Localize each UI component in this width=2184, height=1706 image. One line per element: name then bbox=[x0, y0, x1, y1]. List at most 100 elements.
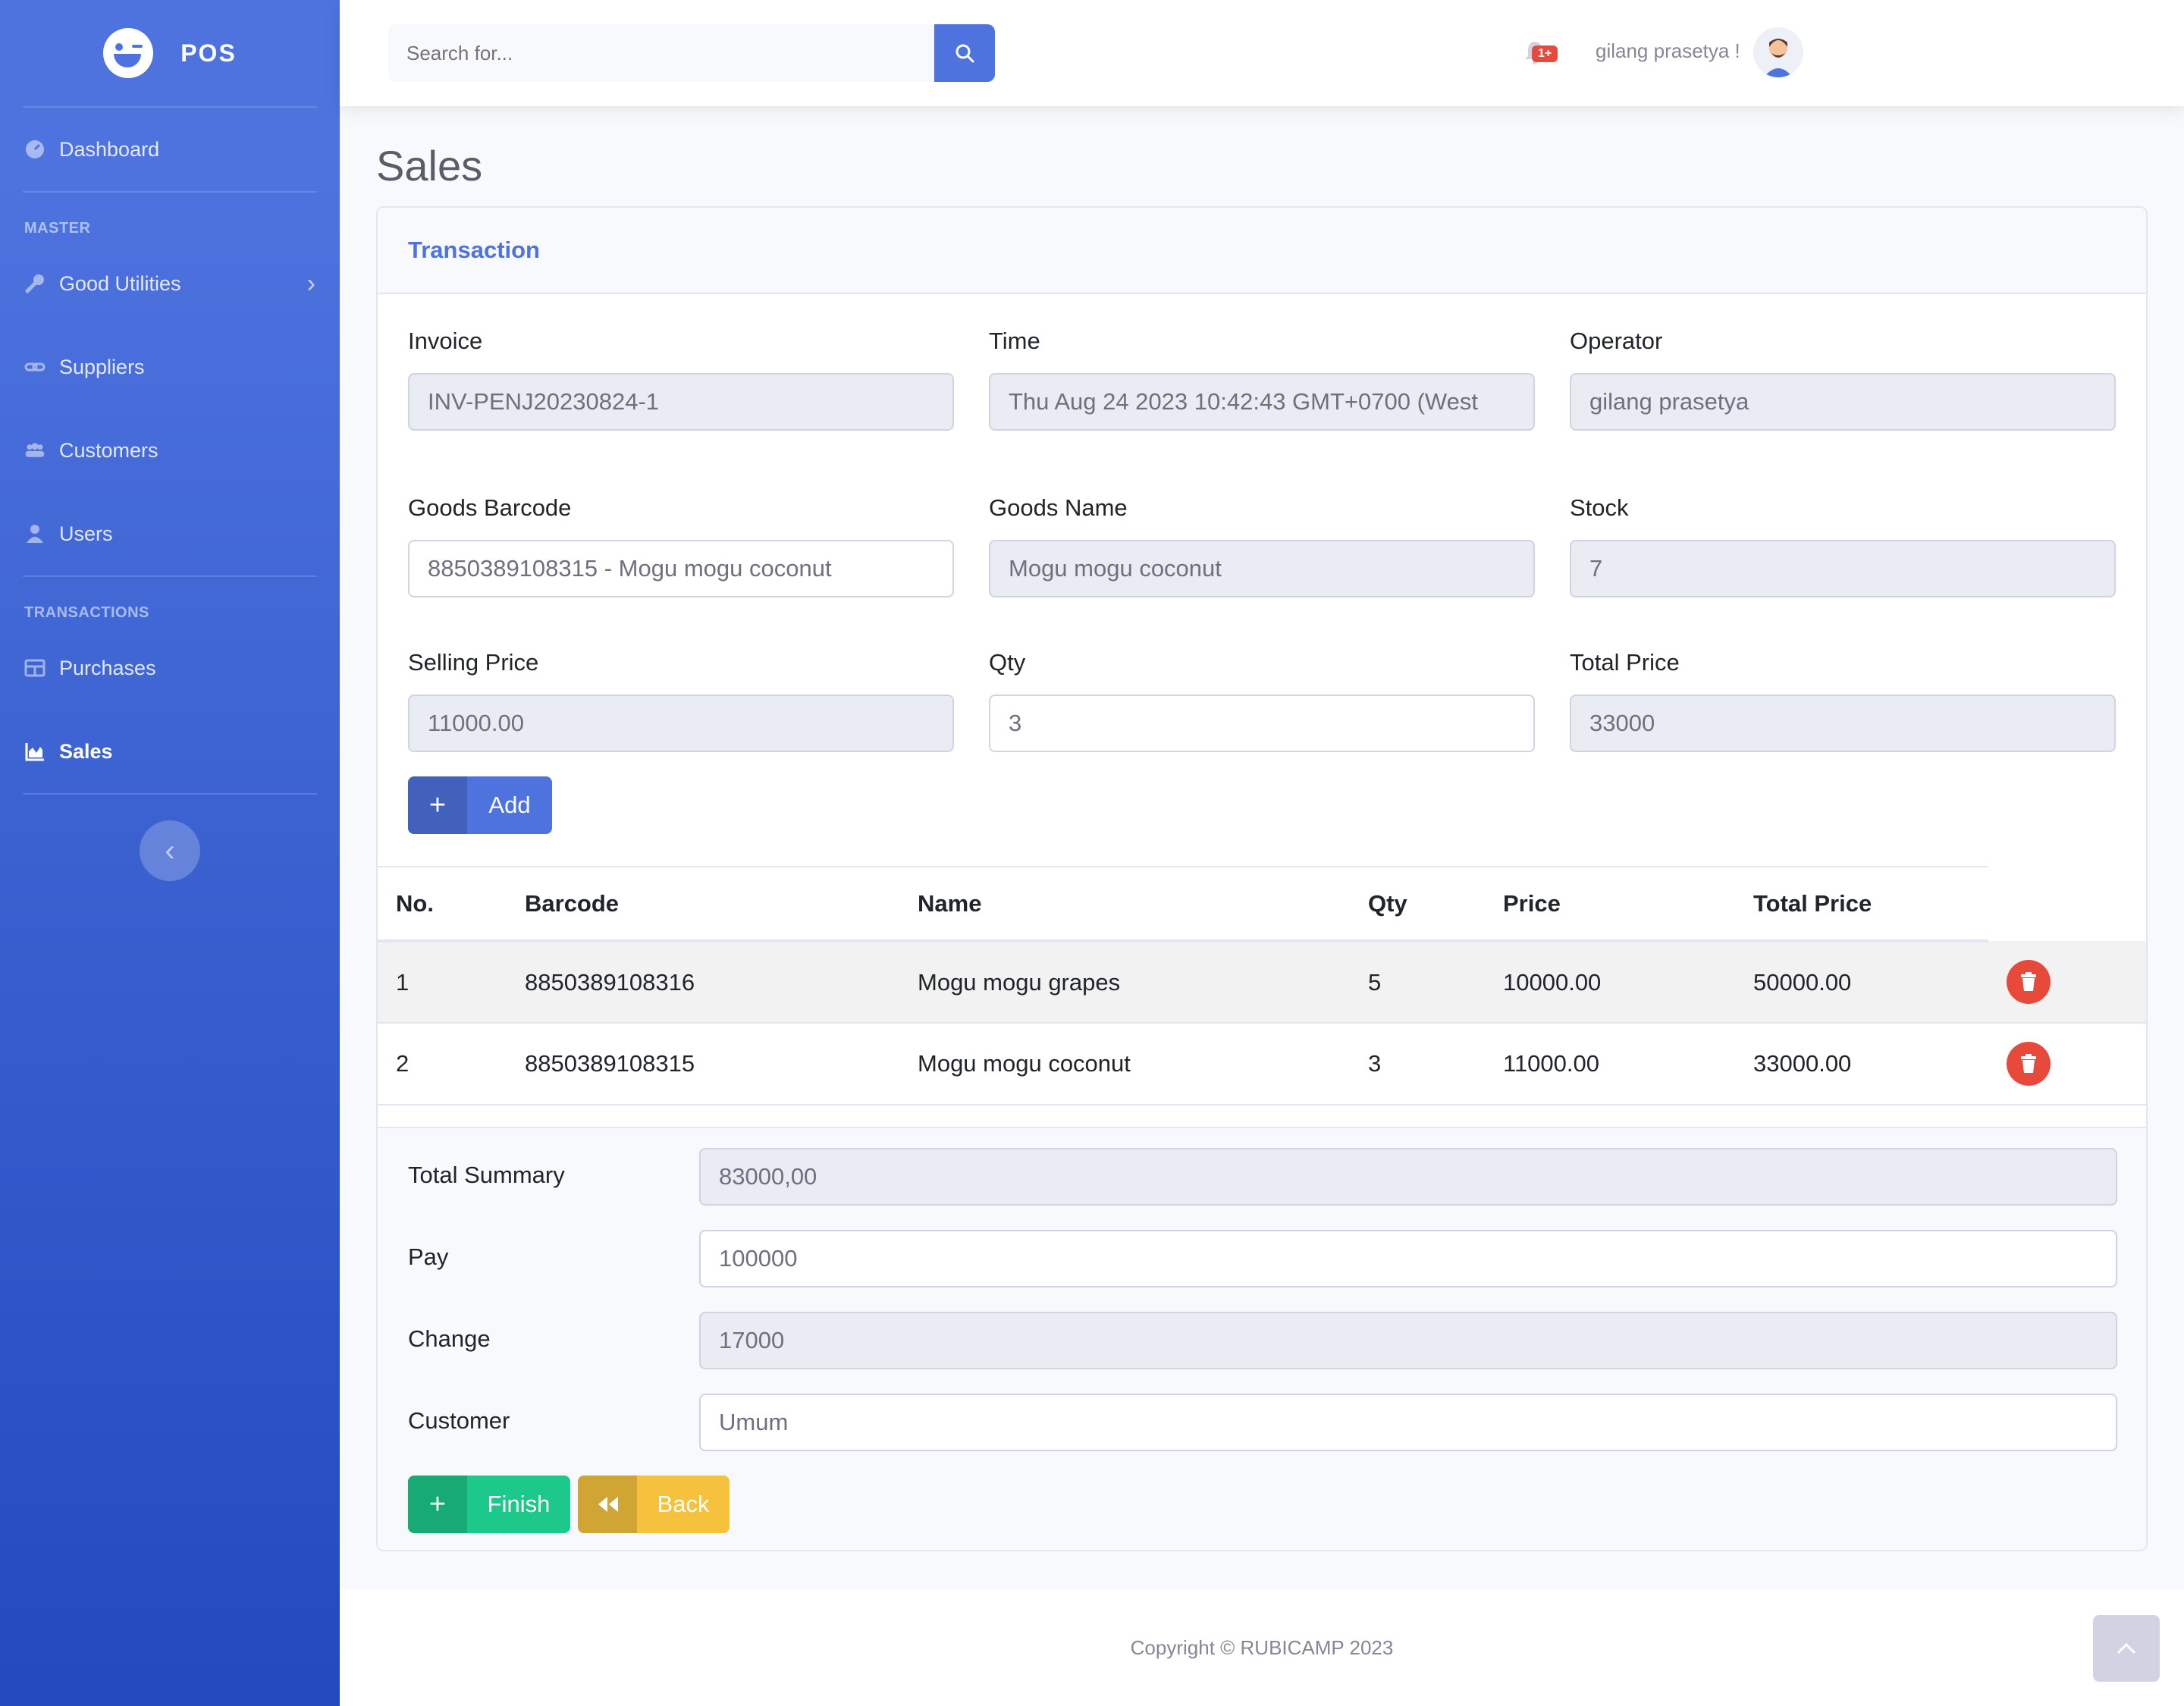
plus-icon: + bbox=[408, 1476, 467, 1533]
sidebar-divider bbox=[23, 106, 317, 108]
operator-field: gilang prasetya bbox=[1570, 373, 2116, 431]
page-title: Sales bbox=[376, 142, 483, 190]
link-icon bbox=[24, 356, 46, 378]
customer-label: Customer bbox=[408, 1407, 510, 1434]
backward-icon bbox=[578, 1476, 637, 1533]
footer: Copyright © RUBICAMP 2023 bbox=[340, 1589, 2184, 1706]
cell-total: 50000.00 bbox=[1735, 941, 1988, 1024]
goods-name-label: Goods Name bbox=[989, 494, 1128, 521]
sidebar-toggle-button[interactable]: ‹ bbox=[140, 820, 200, 881]
total-price-field: 33000 bbox=[1570, 695, 2116, 752]
stock-field: 7 bbox=[1570, 540, 2116, 597]
sidebar-item-users[interactable]: Users bbox=[0, 492, 340, 575]
change-field: 17000 bbox=[699, 1312, 2117, 1369]
sidebar-item-label: Customers bbox=[59, 438, 158, 462]
customer-input[interactable]: Umum bbox=[699, 1394, 2117, 1451]
card-header: Transaction bbox=[378, 208, 2146, 294]
qty-label: Qty bbox=[989, 649, 1026, 676]
search-button[interactable] bbox=[934, 24, 995, 82]
chevron-up-icon bbox=[2117, 1642, 2136, 1654]
qty-input[interactable]: 3 bbox=[989, 695, 1535, 752]
cell-no: 2 bbox=[378, 1023, 507, 1105]
column-header: Total Price bbox=[1735, 866, 1988, 942]
topbar: 1+ gilang prasetya ! bbox=[340, 0, 2184, 106]
wrench-icon bbox=[24, 273, 46, 294]
alerts-badge: 1+ bbox=[1532, 45, 1558, 62]
user-avatar-icon bbox=[1753, 27, 1803, 77]
cell-qty: 5 bbox=[1350, 941, 1485, 1024]
sidebar-item-label: Sales bbox=[59, 739, 113, 763]
brand[interactable]: POS bbox=[0, 0, 340, 106]
sidebar-item-dashboard[interactable]: Dashboard bbox=[0, 108, 340, 191]
table-row: 1 8850389108316 Mogu mogu grapes 5 10000… bbox=[378, 941, 2146, 1024]
delete-row-button[interactable] bbox=[2007, 1042, 2051, 1086]
cell-price: 10000.00 bbox=[1485, 941, 1735, 1024]
cell-no: 1 bbox=[378, 941, 507, 1024]
total-price-label: Total Price bbox=[1570, 649, 1680, 676]
pay-input[interactable]: 100000 bbox=[699, 1230, 2117, 1287]
user-name[interactable]: gilang prasetya ! bbox=[1596, 39, 1740, 62]
cell-qty: 3 bbox=[1350, 1023, 1485, 1105]
sidebar-item-customers[interactable]: Customers bbox=[0, 409, 340, 492]
copyright-text: Copyright © RUBICAMP 2023 bbox=[1130, 1635, 1394, 1659]
goods-barcode-input[interactable]: 8850389108315 - Mogu mogu coconut bbox=[408, 540, 954, 597]
column-header: Price bbox=[1485, 866, 1735, 942]
chevron-left-icon: ‹ bbox=[165, 833, 175, 867]
time-field: Thu Aug 24 2023 10:42:43 GMT+0700 (West bbox=[989, 373, 1535, 431]
column-header: Barcode bbox=[507, 866, 899, 942]
sidebar-item-sales[interactable]: Sales bbox=[0, 710, 340, 793]
search-icon bbox=[956, 44, 974, 63]
plus-icon: + bbox=[408, 776, 467, 834]
cell-barcode: 8850389108316 bbox=[507, 941, 899, 1024]
sales-items-table: No. Barcode Name Qty Price Total Price 1… bbox=[378, 866, 2146, 1105]
avatar[interactable] bbox=[1753, 27, 1803, 77]
card-title: Transaction bbox=[408, 237, 540, 263]
change-label: Change bbox=[408, 1325, 491, 1352]
invoice-label: Invoice bbox=[408, 328, 483, 354]
add-button-label: Add bbox=[488, 792, 531, 818]
column-header: Qty bbox=[1350, 866, 1485, 942]
chart-area-icon bbox=[24, 741, 46, 762]
user-icon bbox=[24, 523, 46, 544]
sidebar-item-label: Users bbox=[59, 522, 113, 545]
table-header-row: No. Barcode Name Qty Price Total Price bbox=[378, 866, 2146, 942]
column-header: No. bbox=[378, 866, 507, 942]
total-summary-field: 83000,00 bbox=[699, 1148, 2117, 1206]
scroll-to-top-button[interactable] bbox=[2093, 1615, 2160, 1682]
sidebar-item-suppliers[interactable]: Suppliers bbox=[0, 325, 340, 409]
cell-barcode: 8850389108315 bbox=[507, 1023, 899, 1105]
invoice-field: INV-PENJ20230824-1 bbox=[408, 373, 954, 431]
finish-button[interactable]: + Finish bbox=[408, 1476, 570, 1533]
sidebar-item-purchases[interactable]: Purchases bbox=[0, 626, 340, 710]
transaction-card: Transaction Invoice INV-PENJ20230824-1 T… bbox=[376, 206, 2148, 1551]
cell-name: Mogu mogu grapes bbox=[899, 941, 1350, 1024]
back-button-label: Back bbox=[657, 1491, 710, 1517]
cell-name: Mogu mogu coconut bbox=[899, 1023, 1350, 1105]
sidebar: POS Dashboard MASTER Good Utilities › Su… bbox=[0, 0, 340, 1706]
table-icon bbox=[24, 657, 46, 679]
sidebar-heading-transactions: TRANSACTIONS bbox=[24, 604, 149, 621]
back-button[interactable]: Back bbox=[578, 1476, 730, 1533]
table-row: 2 8850389108315 Mogu mogu coconut 3 1100… bbox=[378, 1023, 2146, 1105]
sidebar-item-label: Dashboard bbox=[59, 137, 160, 161]
sidebar-item-label: Suppliers bbox=[59, 355, 145, 378]
selling-price-field: 11000.00 bbox=[408, 695, 954, 752]
selling-price-label: Selling Price bbox=[408, 649, 539, 676]
delete-row-button[interactable] bbox=[2007, 959, 2051, 1004]
add-button[interactable]: + Add bbox=[408, 776, 552, 834]
stock-label: Stock bbox=[1570, 494, 1629, 521]
sidebar-heading-master: MASTER bbox=[24, 220, 91, 237]
goods-barcode-label: Goods Barcode bbox=[408, 494, 572, 521]
column-header: Name bbox=[899, 866, 1350, 942]
cell-total: 33000.00 bbox=[1735, 1023, 1988, 1105]
sidebar-item-good-utilities[interactable]: Good Utilities › bbox=[0, 242, 340, 325]
trash-icon bbox=[2021, 971, 2036, 991]
summary-section: Total Summary 83000,00 Pay 100000 Change… bbox=[378, 1127, 2146, 1550]
finish-button-label: Finish bbox=[487, 1491, 551, 1517]
sidebar-item-label: Good Utilities bbox=[59, 271, 181, 295]
chevron-right-icon: › bbox=[306, 268, 315, 298]
cell-price: 11000.00 bbox=[1485, 1023, 1735, 1105]
laugh-wink-icon bbox=[103, 28, 154, 78]
search-input[interactable] bbox=[388, 24, 934, 82]
search-group bbox=[388, 24, 995, 82]
